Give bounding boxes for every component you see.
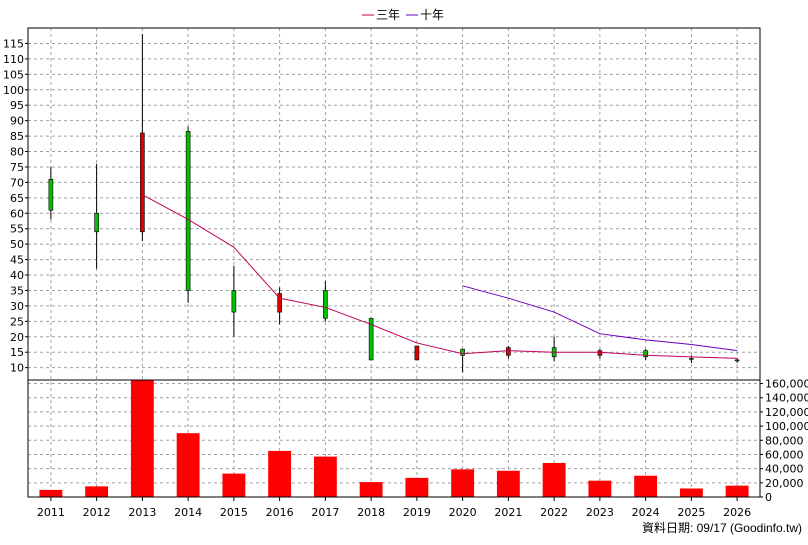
volume-tick-label-60000: 60,000 (765, 448, 804, 461)
x-tick-label-2011: 2011 (37, 506, 65, 519)
candle-body-2020 (460, 348, 465, 356)
volume-bar-2023 (588, 480, 612, 497)
axis-layer: 1015202530354045505560657075808590951001… (3, 27, 808, 519)
volume-bar-2015 (222, 473, 246, 497)
x-tick-label-2023: 2023 (586, 506, 614, 519)
price-tick-label-75: 75 (10, 161, 24, 174)
price-tick-label-65: 65 (10, 192, 24, 205)
volume-bar-2019 (405, 477, 429, 497)
price-tick-label-10: 10 (10, 362, 24, 375)
candle-body-2016 (277, 293, 282, 313)
x-tick-label-2016: 2016 (266, 506, 294, 519)
candle-body-2021 (506, 347, 511, 356)
price-tick-label-95: 95 (10, 99, 24, 112)
volume-bar-2013 (130, 380, 154, 497)
x-tick-label-2025: 2025 (677, 506, 705, 519)
legend-label-ten-year: 十年 (420, 8, 444, 22)
price-tick-label-60: 60 (10, 207, 24, 220)
grid-layer (28, 28, 760, 498)
price-tick-label-20: 20 (10, 331, 24, 344)
candle-body-2012 (94, 212, 99, 233)
volume-tick-label-0: 0 (765, 491, 772, 504)
average-lines-layer (142, 194, 738, 359)
volume-tick-label-80000: 80,000 (765, 434, 804, 447)
x-tick-label-2022: 2022 (540, 506, 568, 519)
volume-bar-2011 (39, 489, 63, 497)
price-tick-label-55: 55 (10, 223, 24, 236)
price-tick-label-40: 40 (10, 269, 24, 282)
price-tick-label-25: 25 (10, 315, 24, 328)
volume-tick-label-120000: 120,000 (765, 406, 808, 419)
price-tick-label-105: 105 (3, 68, 24, 81)
legend: 三年 十年 (362, 8, 444, 22)
x-tick-label-2021: 2021 (494, 506, 522, 519)
volume-bar-2014 (176, 433, 200, 497)
candle-body-2026 (734, 359, 740, 362)
volume-bar-2012 (85, 486, 109, 497)
volume-pane-frame (27, 379, 761, 498)
price-tick-label-90: 90 (10, 115, 24, 128)
volume-bar-2022 (542, 462, 566, 497)
volume-bar-2024 (634, 475, 658, 497)
x-tick-label-2019: 2019 (403, 506, 431, 519)
price-tick-label-80: 80 (10, 146, 24, 159)
price-tick-label-35: 35 (10, 284, 24, 297)
candle-body-2018 (368, 317, 374, 361)
x-tick-label-2024: 2024 (632, 506, 660, 519)
candle-body-2025 (689, 358, 694, 360)
price-tick-label-110: 110 (3, 53, 24, 66)
x-tick-label-2015: 2015 (220, 506, 248, 519)
volume-bar-2025 (679, 488, 703, 497)
x-tick-label-2012: 2012 (83, 506, 111, 519)
footer-credit: 資料日期: 09/17 (Goodinfo.tw) (641, 521, 802, 535)
volume-bar-2017 (313, 456, 337, 497)
price-tick-label-15: 15 (10, 346, 24, 359)
x-tick-label-2014: 2014 (174, 506, 202, 519)
series-line-three-year (142, 194, 738, 359)
price-tick-label-115: 115 (3, 37, 24, 50)
candle-body-2023 (597, 350, 603, 356)
series-line-ten-year (462, 285, 738, 352)
candle-body-2017 (323, 290, 328, 319)
x-tick-label-2017: 2017 (311, 506, 339, 519)
volume-bar-2018 (359, 482, 383, 497)
candle-body-2019 (414, 345, 420, 361)
candle-body-2024 (643, 350, 648, 358)
candle-body-2014 (185, 131, 191, 291)
price-tick-label-30: 30 (10, 300, 24, 313)
volume-bar-2021 (496, 470, 520, 497)
volume-layer (39, 380, 749, 497)
volume-bar-2020 (451, 469, 475, 497)
candle-body-2011 (48, 178, 54, 211)
price-tick-label-100: 100 (3, 84, 24, 97)
price-tick-label-45: 45 (10, 254, 24, 267)
volume-bar-2026 (725, 485, 749, 497)
volume-tick-label-40000: 40,000 (765, 463, 804, 476)
price-pane-frame (27, 27, 761, 381)
volume-tick-label-20000: 20,000 (765, 477, 804, 490)
x-tick-label-2018: 2018 (357, 506, 385, 519)
volume-bar-2016 (268, 450, 292, 497)
price-tick-label-50: 50 (10, 238, 24, 251)
volume-tick-label-140000: 140,000 (765, 392, 808, 405)
candle-body-2015 (231, 290, 237, 313)
x-tick-label-2020: 2020 (449, 506, 477, 519)
price-tick-label-85: 85 (10, 130, 24, 143)
price-tick-label-70: 70 (10, 176, 24, 189)
x-tick-label-2026: 2026 (723, 506, 751, 519)
legend-label-three-year: 三年 (376, 8, 400, 22)
x-tick-label-2013: 2013 (128, 506, 156, 519)
candle-body-2013 (140, 132, 145, 233)
volume-tick-label-100000: 100,000 (765, 420, 808, 433)
volume-tick-label-160000: 160,000 (765, 378, 808, 391)
price-layer (48, 34, 740, 373)
